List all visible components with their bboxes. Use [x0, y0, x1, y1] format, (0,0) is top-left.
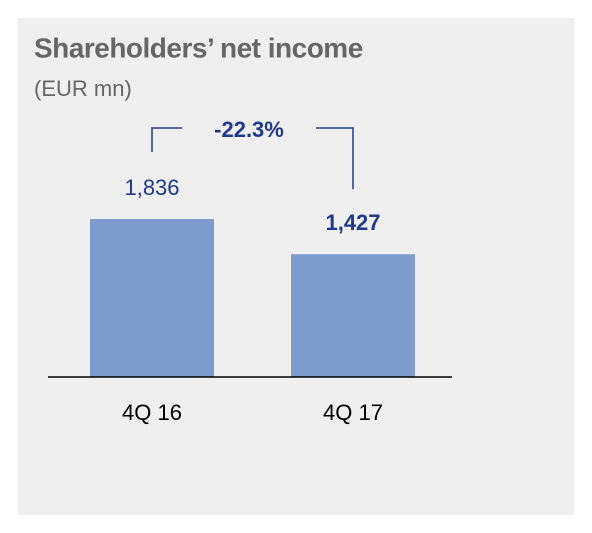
value-label: 1,836	[124, 175, 179, 200]
bracket-right	[316, 127, 354, 190]
value-label: 1,427	[325, 210, 380, 235]
chart-subtitle: (EUR mn)	[34, 76, 132, 101]
x-tick-label: 4Q 16	[122, 400, 182, 425]
change-annotation: -22.3%	[214, 117, 284, 142]
bar	[291, 254, 415, 377]
bracket-left	[151, 127, 182, 152]
bar	[90, 219, 214, 377]
x-tick-label: 4Q 17	[323, 400, 383, 425]
chart-title: Shareholders’ net income	[34, 32, 363, 63]
